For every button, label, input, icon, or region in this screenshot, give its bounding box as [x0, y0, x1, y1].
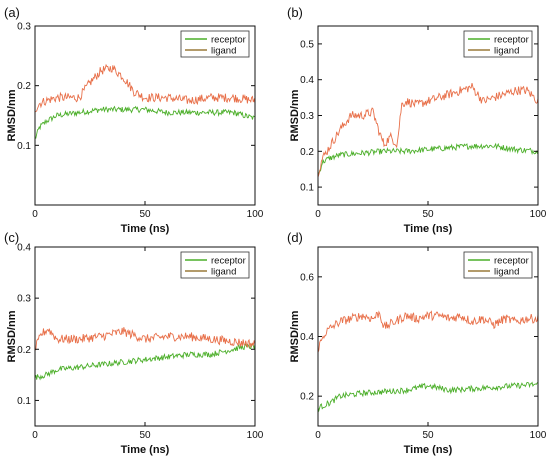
panel-label: (c) — [4, 230, 19, 245]
panel-2: (b) 0 50 100 0.1 0.2 0.3 0.4 0.5 Time (ns) RMSD/nm… — [287, 5, 547, 235]
series-line-receptor — [317, 381, 539, 413]
series-line-ligand — [317, 310, 539, 353]
x-tick-label: 0 — [315, 430, 321, 441]
x-tick-label: 0 — [315, 209, 321, 220]
legend-label-receptor: receptor — [494, 256, 529, 267]
series-line-receptor — [34, 105, 256, 139]
y-tick-label: 0.2 — [17, 345, 31, 356]
y-axis-label: RMSD/nm — [289, 310, 301, 362]
x-tick-label: 0 — [32, 430, 38, 441]
panel-4: (d) 0 50 100 0.2 0.4 0.6 Time (ns) RMSD/nm recept… — [287, 230, 547, 456]
x-tick-label: 50 — [422, 430, 434, 441]
y-tick-label: 0.3 — [300, 111, 314, 122]
x-tick-label: 50 — [139, 209, 151, 220]
legend-label-receptor: receptor — [494, 35, 529, 46]
y-axis-label: RMSD/nm — [289, 89, 301, 141]
panel-label: (a) — [4, 5, 20, 20]
y-tick-label: 0.4 — [300, 332, 314, 343]
legend-label-ligand: ligand — [494, 46, 519, 57]
panel-1: (a) 0 50 100 0.1 0.2 0.3 Time (ns) RMSD/nm recept… — [4, 5, 264, 235]
legend-box — [463, 30, 533, 58]
y-tick-label: 0.3 — [17, 22, 31, 33]
y-tick-label: 0.1 — [17, 141, 31, 152]
y-tick-label: 0.2 — [300, 147, 314, 158]
y-axis-label: RMSD/nm — [6, 89, 18, 141]
x-axis-label: Time (ns) — [121, 444, 170, 456]
legend-label-receptor: receptor — [211, 256, 246, 267]
x-tick-label: 50 — [139, 430, 151, 441]
y-tick-label: 0.2 — [17, 81, 31, 92]
x-axis-label: Time (ns) — [404, 223, 453, 235]
legend-label-ligand: ligand — [211, 267, 236, 278]
series-line-receptor — [34, 343, 256, 381]
x-tick-label: 50 — [422, 209, 434, 220]
legend-box — [180, 251, 250, 279]
y-tick-label: 0.4 — [17, 243, 31, 254]
series-line-ligand — [34, 63, 256, 113]
y-tick-label: 0.1 — [300, 183, 314, 194]
legend-label-ligand: ligand — [494, 267, 519, 278]
y-tick-label: 0.1 — [17, 396, 31, 407]
series-line-receptor — [317, 142, 539, 176]
y-tick-label: 0.6 — [300, 272, 314, 283]
panel-label: (d) — [287, 230, 303, 245]
x-tick-label: 100 — [247, 209, 264, 220]
legend-label-ligand: ligand — [211, 46, 236, 57]
series-line-ligand — [317, 83, 539, 178]
x-tick-label: 100 — [247, 430, 264, 441]
x-tick-label: 100 — [530, 209, 547, 220]
x-axis-label: Time (ns) — [404, 444, 453, 456]
y-tick-label: 0.4 — [300, 75, 314, 86]
legend-box — [180, 30, 250, 58]
legend-box — [463, 251, 533, 279]
x-tick-label: 100 — [530, 430, 547, 441]
y-tick-label: 0.3 — [17, 294, 31, 305]
y-axis-label: RMSD/nm — [6, 310, 18, 362]
x-tick-label: 0 — [32, 209, 38, 220]
panel-label: (b) — [287, 5, 303, 20]
series-line-ligand — [34, 327, 256, 351]
y-tick-label: 0.5 — [300, 39, 314, 50]
panel-3: (c) 0 50 100 0.1 0.2 0.3 0.4 Time (ns) RMSD/nm rec… — [4, 230, 264, 456]
x-axis-label: Time (ns) — [121, 223, 170, 235]
y-tick-label: 0.2 — [300, 392, 314, 403]
legend-label-receptor: receptor — [211, 35, 246, 46]
